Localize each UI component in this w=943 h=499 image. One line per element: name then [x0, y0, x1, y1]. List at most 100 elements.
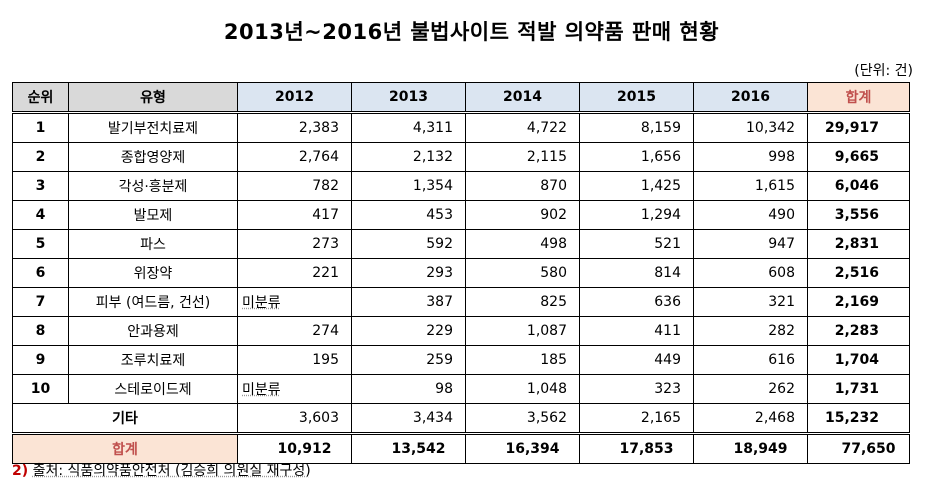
header-total: 합계	[807, 82, 910, 114]
row-total: 9,665	[807, 142, 910, 172]
rank-cell: 6	[12, 258, 69, 288]
rank-cell: 2	[12, 142, 69, 172]
value-2016: 2,468	[693, 403, 808, 434]
table-row: 8 안과용제 274 229 1,087 411 282 2,283	[12, 316, 910, 346]
value-2013: 259	[351, 345, 466, 375]
row-total: 3,556	[807, 200, 910, 230]
value-2013: 387	[351, 287, 466, 317]
etc-row: 기타 3,603 3,434 3,562 2,165 2,468 15,232	[12, 403, 910, 434]
value-2015: 1,294	[579, 200, 694, 230]
total-2016: 18,949	[693, 432, 808, 464]
value-2012: 273	[237, 229, 352, 259]
value-2016: 1,615	[693, 171, 808, 201]
row-total: 2,283	[807, 316, 910, 346]
type-cell: 안과용제	[68, 316, 238, 346]
row-total: 2,831	[807, 229, 910, 259]
row-total: 1,704	[807, 345, 910, 375]
value-2014: 2,115	[465, 142, 580, 172]
table-row: 9 조루치료제 195 259 185 449 616 1,704	[12, 345, 910, 375]
value-2015: 814	[579, 258, 694, 288]
total-2014: 16,394	[465, 432, 580, 464]
value-2013: 2,132	[351, 142, 466, 172]
value-2014: 3,562	[465, 403, 580, 434]
value-2012: 미분류	[237, 287, 352, 317]
value-2012: 195	[237, 345, 352, 375]
total-row: 합계 10,912 13,542 16,394 17,853 18,949 77…	[12, 432, 910, 464]
total-2013: 13,542	[351, 432, 466, 464]
value-2013: 98	[351, 374, 466, 404]
row-total: 15,232	[807, 403, 910, 434]
table-row: 1 발기부전치료제 2,383 4,311 4,722 8,159 10,342…	[12, 112, 910, 143]
header-rank: 순위	[12, 82, 69, 114]
value-2016: 608	[693, 258, 808, 288]
table-row: 3 각성·흥분제 782 1,354 870 1,425 1,615 6,046	[12, 171, 910, 201]
type-cell: 종합영양제	[68, 142, 238, 172]
grand-total: 77,650	[807, 432, 910, 464]
header-type: 유형	[68, 82, 238, 114]
type-cell: 피부 (여드름, 건선)	[68, 287, 238, 317]
value-2012: 2,383	[237, 112, 352, 143]
row-total: 1,731	[807, 374, 910, 404]
value-2014: 185	[465, 345, 580, 375]
value-2015: 636	[579, 287, 694, 317]
value-2016: 490	[693, 200, 808, 230]
value-2014: 902	[465, 200, 580, 230]
value-2013: 3,434	[351, 403, 466, 434]
header-2014: 2014	[465, 82, 580, 114]
value-2016: 282	[693, 316, 808, 346]
value-2013: 453	[351, 200, 466, 230]
value-2012: 221	[237, 258, 352, 288]
value-2016: 616	[693, 345, 808, 375]
value-2015: 8,159	[579, 112, 694, 143]
value-2015: 1,656	[579, 142, 694, 172]
value-2015: 411	[579, 316, 694, 346]
rank-cell: 3	[12, 171, 69, 201]
source-note: 2) 출처: 식품의약품안전처 (김승희 의원실 재구성)	[12, 460, 311, 480]
value-2016: 262	[693, 374, 808, 404]
table-row: 4 발모제 417 453 902 1,294 490 3,556	[12, 200, 910, 230]
value-2014: 1,048	[465, 374, 580, 404]
value-2016: 10,342	[693, 112, 808, 143]
value-2014: 498	[465, 229, 580, 259]
value-2013: 592	[351, 229, 466, 259]
value-2012: 274	[237, 316, 352, 346]
rank-cell: 4	[12, 200, 69, 230]
total-2015: 17,853	[579, 432, 694, 464]
type-cell: 파스	[68, 229, 238, 259]
value-2014: 825	[465, 287, 580, 317]
value-2015: 1,425	[579, 171, 694, 201]
value-2012: 2,764	[237, 142, 352, 172]
table-title: 2013년~2016년 불법사이트 적발 의약품 판매 현황	[223, 20, 720, 44]
header-row: 순위 유형 2012 2013 2014 2015 2016 합계	[12, 82, 910, 114]
table-row: 7 피부 (여드름, 건선) 미분류 387 825 636 321 2,169	[12, 287, 910, 317]
table-row: 10 스테로이드제 미분류 98 1,048 323 262 1,731	[12, 374, 910, 404]
type-cell: 발모제	[68, 200, 238, 230]
type-cell: 위장약	[68, 258, 238, 288]
value-2015: 323	[579, 374, 694, 404]
header-2015: 2015	[579, 82, 694, 114]
total-label: 합계	[12, 432, 238, 464]
value-2014: 1,087	[465, 316, 580, 346]
row-total: 6,046	[807, 171, 910, 201]
value-2015: 521	[579, 229, 694, 259]
rank-cell: 10	[12, 374, 69, 404]
value-2016: 947	[693, 229, 808, 259]
type-cell: 스테로이드제	[68, 374, 238, 404]
value-2014: 580	[465, 258, 580, 288]
header-2016: 2016	[693, 82, 808, 114]
value-2013: 229	[351, 316, 466, 346]
value-2016: 998	[693, 142, 808, 172]
etc-label: 기타	[12, 403, 238, 434]
type-cell: 조루치료제	[68, 345, 238, 375]
rank-cell: 5	[12, 229, 69, 259]
rank-cell: 1	[12, 112, 69, 143]
value-2012: 미분류	[237, 374, 352, 404]
value-2016: 321	[693, 287, 808, 317]
row-total: 29,917	[807, 112, 910, 143]
table-row: 6 위장약 221 293 580 814 608 2,516	[12, 258, 910, 288]
value-2015: 449	[579, 345, 694, 375]
source-text: 출처: 식품의약품안전처 (김승희 의원실 재구성)	[32, 463, 311, 479]
stats-table: 순위 유형 2012 2013 2014 2015 2016 합계 1 발기부전…	[12, 82, 910, 464]
header-2013: 2013	[351, 82, 466, 114]
unit-label: (단위: 건)	[854, 63, 913, 79]
